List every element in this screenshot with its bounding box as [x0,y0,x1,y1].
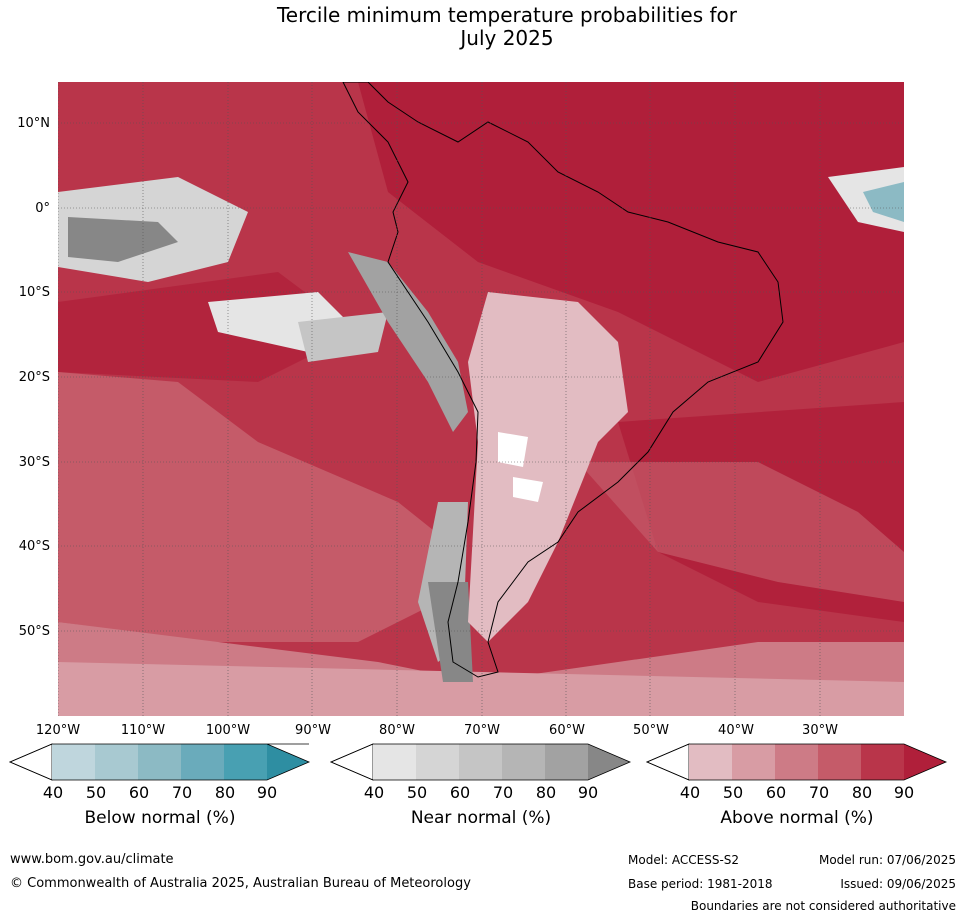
lon-label-70w: 70°W [464,723,500,738]
cbar-tick: 50 [85,783,107,802]
cbar-near-swatch [416,744,459,780]
near-90-pacific [68,217,178,262]
cbar-tick: 80 [851,783,873,802]
above-50-south [58,662,904,716]
map-svg [58,82,904,716]
map-title: Tercile minimum temperature probabilitie… [0,4,965,50]
lon-label-50w: 50°W [633,723,669,738]
cbar-above-swatch [732,744,775,780]
footer-model-run: Model run: 07/06/2025 [818,853,956,867]
title-line-1: Tercile minimum temperature probabilitie… [276,3,738,27]
lat-label-10n: 10°N [17,116,50,131]
cbar-tick: 70 [808,783,830,802]
near-90-patagonia [428,582,473,682]
cbar-above-low-arrow [645,743,690,781]
lat-label-50s: 50°S [18,624,50,639]
lat-label-30s: 30°S [18,455,50,470]
cbar-below-swatch [224,744,267,780]
cbar-near-low-arrow [329,743,374,781]
above-90-north [358,82,904,382]
footer-copyright: © Commonwealth of Australia 2025, Austra… [10,876,471,891]
colorbar-below-title: Below normal (%) [84,808,236,828]
cbar-near-swatch [502,744,545,780]
near-normal-pacific-3 [298,312,388,362]
footer-issued: Issued: 09/06/2025 [840,877,956,891]
near-normal-andes [348,252,468,432]
lon-label-110w: 110°W [120,723,166,738]
cbar-below-swatch [181,744,224,780]
lat-label-40s: 40°S [18,539,50,554]
below-normal-east-atlantic [863,182,904,222]
cbar-tick: 90 [256,783,278,802]
footer-url[interactable]: www.bom.gov.au/climate [10,852,174,867]
lon-label-80w: 80°W [379,723,415,738]
white-patch-1 [498,432,528,467]
lat-label-0: 0° [35,201,50,216]
graticule [58,82,904,716]
cbar-below-low-arrow [8,743,53,781]
cbar-above-swatch [861,744,904,780]
lon-label-90w: 90°W [295,723,331,738]
lon-label-30w: 30°W [802,723,838,738]
cbar-below-swatch [138,744,181,780]
lon-label-40w: 40°W [718,723,754,738]
lon-label-120w: 120°W [35,723,81,738]
cbar-tick: 50 [722,783,744,802]
cbar-near-swatch [545,744,588,780]
cbar-tick: 50 [406,783,428,802]
cbar-near-swatch [459,744,502,780]
cbar-tick: 90 [893,783,915,802]
cbar-above-swatch [818,744,861,780]
probability-map [58,82,904,716]
cbar-tick: 70 [492,783,514,802]
cbar-tick: 60 [128,783,150,802]
lat-label-10s: 10°S [18,285,50,300]
above-70-south-pacific [58,372,448,642]
cbar-above-high-arrow [904,744,946,780]
cbar-tick: 80 [214,783,236,802]
cbar-tick: 40 [679,783,701,802]
lon-label-100w: 100°W [205,723,251,738]
cbar-tick: 70 [171,783,193,802]
colorbar-above-normal [645,742,949,786]
lat-label-20s: 20°S [18,370,50,385]
colorbar-above-title: Above normal (%) [720,808,874,828]
cbar-below-swatch [95,744,138,780]
footer-disclaimer: Boundaries are not considered authoritat… [690,899,956,913]
white-patch-2 [513,477,543,502]
above-40-continent [468,292,628,642]
footer-model: Model: ACCESS-S2 [628,853,740,867]
colorbar-near-title: Near normal (%) [410,808,552,828]
above-70-atlantic [578,462,904,602]
colorbar-near-normal [329,742,633,786]
cbar-tick: 60 [765,783,787,802]
title-line-2: July 2025 [460,26,554,50]
cbar-tick: 40 [42,783,64,802]
cbar-near-high-arrow [588,744,630,780]
lon-label-60w: 60°W [549,723,585,738]
cbar-near-swatch [373,744,416,780]
cbar-tick: 90 [577,783,599,802]
cbar-below-swatch [52,744,95,780]
cbar-tick: 40 [363,783,385,802]
cbar-tick: 80 [535,783,557,802]
cbar-tick: 60 [449,783,471,802]
colorbar-below-normal [8,742,312,786]
footer-base-period: Base period: 1981-2018 [628,877,773,891]
cbar-above-swatch [689,744,732,780]
cbar-below-high-arrow [267,744,309,780]
south-america-coastline [342,82,784,678]
cbar-above-swatch [775,744,818,780]
